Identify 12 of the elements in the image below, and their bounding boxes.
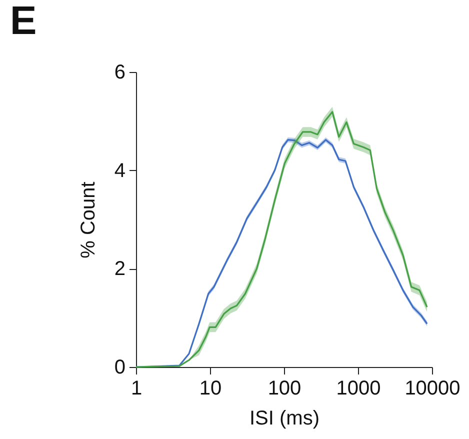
- y-tick-label: 0: [114, 356, 126, 378]
- x-tick-label: 1: [130, 378, 142, 400]
- y-tick-label: 2: [114, 258, 126, 280]
- x-axis-title: ISI (ms): [250, 408, 320, 430]
- y-tick-label: 6: [114, 62, 126, 84]
- y-axis-title: % Count: [77, 181, 100, 258]
- chart-title: E: [10, 0, 37, 43]
- x-tick-label: 10: [199, 378, 222, 400]
- x-tick-label: 100: [268, 378, 302, 400]
- y-tick-label: 4: [114, 160, 126, 182]
- x-tick-label: 1000: [336, 378, 381, 400]
- x-tick-label: 10000: [404, 378, 460, 400]
